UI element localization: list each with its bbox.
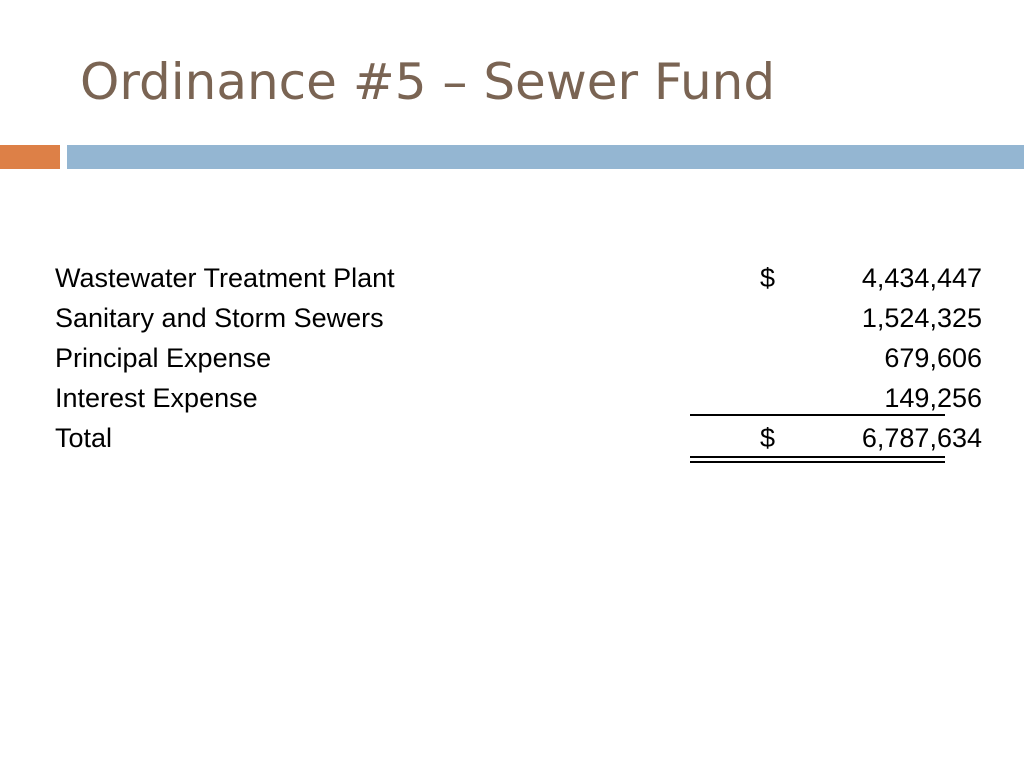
table-row: Wastewater Treatment Plant $ 4,434,447 xyxy=(55,258,1000,298)
row-label: Sanitary and Storm Sewers xyxy=(55,303,384,333)
table-row: Principal Expense 679,606 xyxy=(55,338,1000,378)
table-row: Sanitary and Storm Sewers 1,524,325 xyxy=(55,298,1000,338)
total-amount: 6,787,634 xyxy=(861,423,982,453)
row-amount: 149,256 xyxy=(884,383,982,413)
subtotal-underline xyxy=(690,414,945,416)
total-currency: $ xyxy=(760,423,776,453)
slide-title: Ordinance #5 – Sewer Fund xyxy=(80,53,776,111)
budget-table: Wastewater Treatment Plant $ 4,434,447 S… xyxy=(55,258,1000,458)
total-double-underline xyxy=(690,456,945,463)
row-label: Wastewater Treatment Plant xyxy=(55,263,395,293)
row-amount: 1,524,325 xyxy=(861,303,982,333)
row-amount: 4,434,447 xyxy=(861,263,982,293)
total-row: Total $ 6,787,634 xyxy=(55,418,1000,458)
row-amount: 679,606 xyxy=(884,343,982,373)
row-currency: $ xyxy=(760,263,776,293)
total-label: Total xyxy=(55,423,113,453)
table-row: Interest Expense 149,256 xyxy=(55,378,1000,418)
row-label: Interest Expense xyxy=(55,383,258,413)
accent-bar-orange xyxy=(0,145,60,169)
row-label: Principal Expense xyxy=(55,343,272,373)
accent-bar-blue xyxy=(67,145,1024,169)
